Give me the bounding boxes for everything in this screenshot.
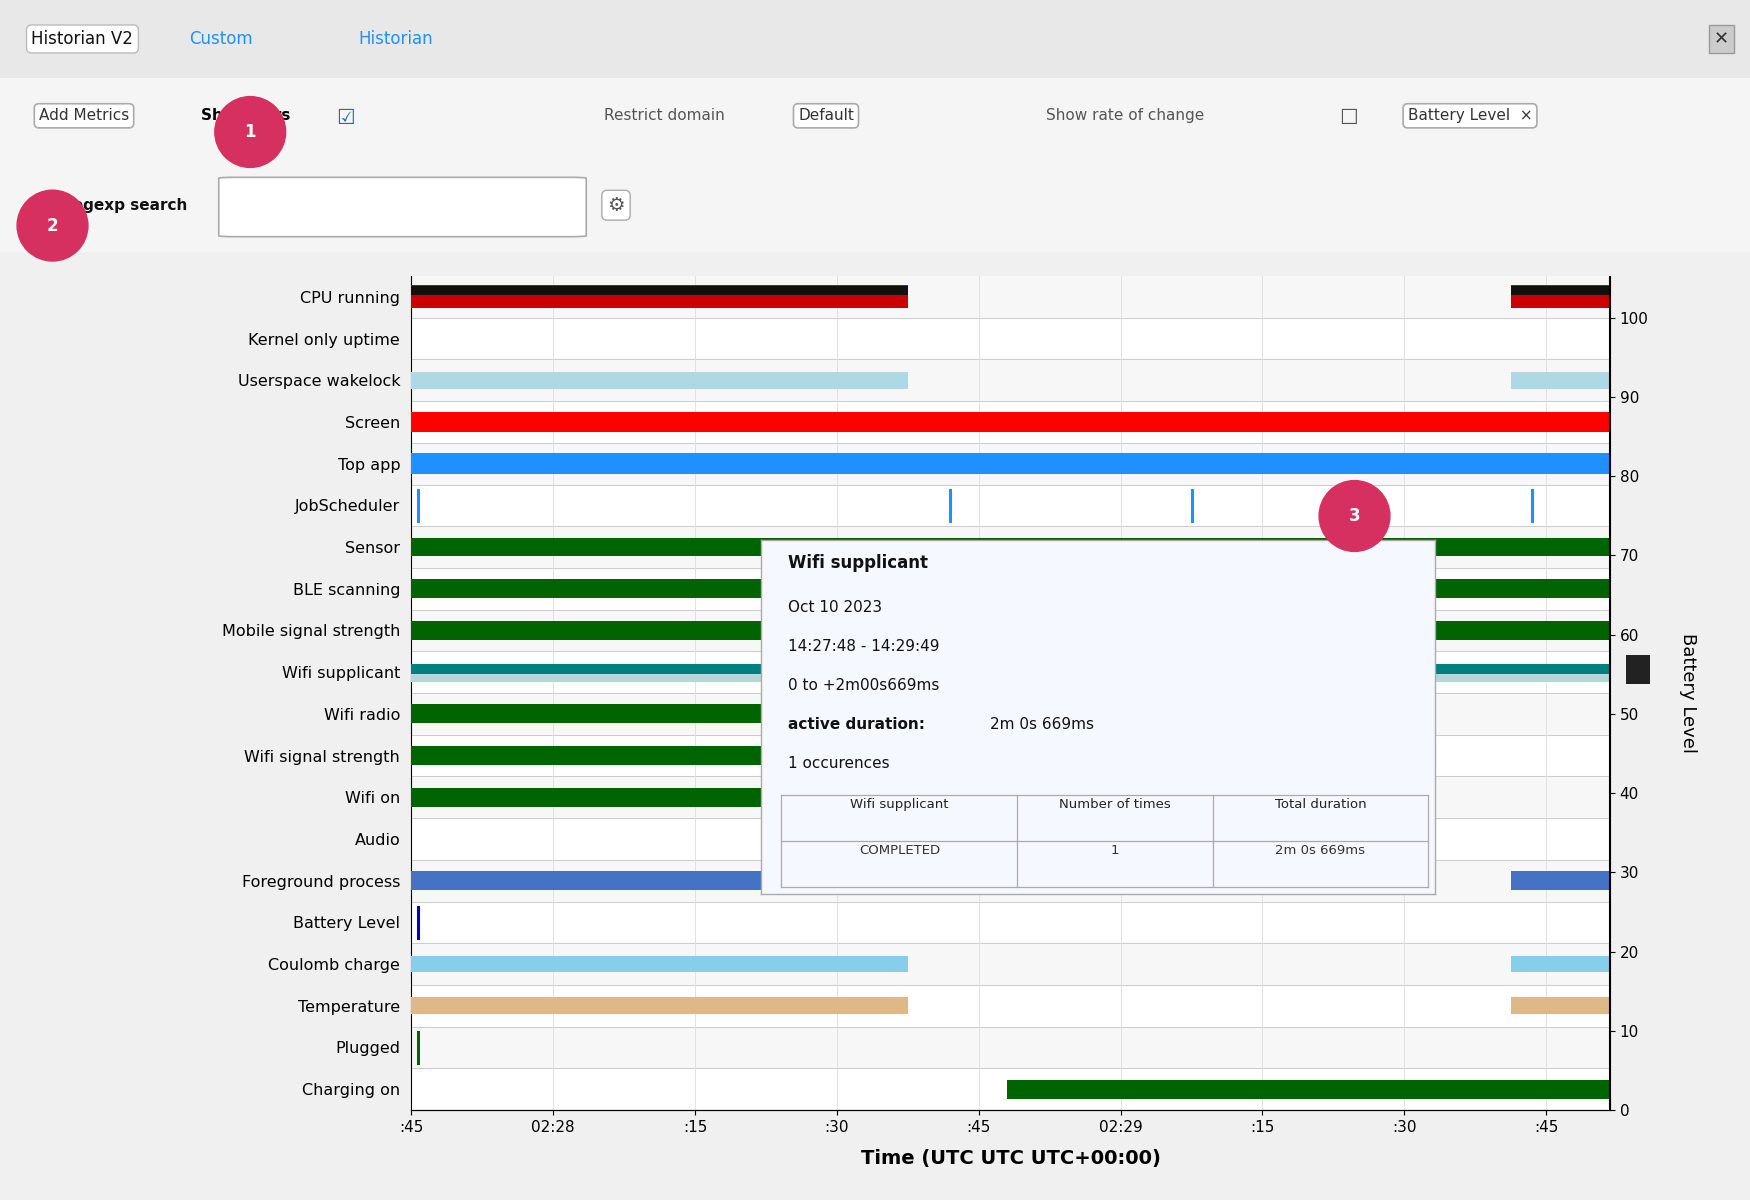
Bar (411, 622, 1610, 640)
Circle shape (18, 190, 88, 262)
Bar (411, 692, 1610, 734)
Bar (411, 1026, 1610, 1068)
Bar (411, 666, 1610, 682)
Bar (1006, 1080, 1610, 1098)
Text: Wifi supplicant: Wifi supplicant (788, 554, 928, 572)
Bar (411, 372, 908, 389)
Bar (411, 955, 908, 972)
Bar (411, 997, 908, 1014)
Bar (411, 276, 1610, 318)
Bar (1510, 871, 1610, 890)
Text: Battery Level  ×: Battery Level × (1407, 108, 1533, 124)
Circle shape (1320, 480, 1390, 552)
Bar (1510, 372, 1610, 389)
Bar (411, 788, 908, 806)
Text: Battery Level: between 100 and 100 (4864.00 and 4864.00 mAh): Battery Level: between 100 and 100 (4864… (730, 160, 1209, 175)
Text: Wifi supplicant: Wifi supplicant (850, 798, 949, 811)
Bar (1510, 286, 1610, 308)
FancyBboxPatch shape (219, 178, 586, 236)
Text: ☑: ☑ (336, 108, 355, 128)
Bar (411, 871, 908, 890)
Text: Number of times: Number of times (1059, 798, 1171, 811)
Text: 3: 3 (1349, 506, 1360, 526)
Text: 14:27:48 - 14:29:49: 14:27:48 - 14:29:49 (788, 640, 940, 654)
Text: 2m 0s 669ms: 2m 0s 669ms (990, 716, 1094, 732)
Text: Add Metrics: Add Metrics (38, 108, 130, 124)
Text: COMPLETED: COMPLETED (859, 845, 940, 858)
Text: Duration: 2m 0s 669ms, from 14:27:48 to 14:29:49: Duration: 2m 0s 669ms, from 14:27:48 to … (730, 215, 1106, 230)
Bar (411, 746, 908, 764)
Y-axis label: Battery Level: Battery Level (1680, 634, 1698, 754)
Text: Oct 10 2023: Oct 10 2023 (788, 600, 882, 616)
Text: Discharge rate: 0.00 % / hour (0.00 mA): Discharge rate: 0.00 % / hour (0.00 mA) (730, 187, 1024, 203)
X-axis label: Time (UTC UTC UTC+00:00): Time (UTC UTC UTC+00:00) (861, 1148, 1160, 1168)
Text: ⚙: ⚙ (607, 196, 625, 215)
Text: Default: Default (798, 108, 854, 124)
Text: Custom: Custom (189, 30, 252, 48)
Text: Total duration: Total duration (1274, 798, 1367, 811)
Text: 1: 1 (245, 122, 256, 140)
Bar (1510, 955, 1610, 972)
Text: ☐: ☐ (1339, 108, 1358, 128)
Bar (411, 859, 1610, 901)
Bar (1510, 997, 1610, 1014)
Circle shape (215, 96, 285, 168)
Bar (411, 580, 1610, 598)
Text: 1 occurences: 1 occurences (788, 756, 889, 770)
Bar (411, 359, 1610, 401)
Text: Show bars: Show bars (201, 108, 290, 124)
Bar (411, 776, 1610, 818)
Bar (411, 454, 1610, 474)
Bar (411, 538, 1610, 557)
Text: 2m 0s 669ms: 2m 0s 669ms (1276, 845, 1365, 858)
Bar (411, 526, 1610, 568)
Text: 1: 1 (1111, 845, 1120, 858)
Text: ✕: ✕ (1713, 30, 1729, 48)
Text: Regexp search: Regexp search (61, 198, 187, 212)
Bar (411, 704, 908, 724)
Text: Historian: Historian (359, 30, 434, 48)
Bar (411, 412, 1610, 432)
Text: Current time: 14:29:43: Current time: 14:29:43 (730, 132, 898, 148)
Bar (411, 664, 1610, 674)
Text: active duration:: active duration: (788, 716, 926, 732)
Bar (411, 443, 1610, 485)
Text: 0 to +2m00s669ms: 0 to +2m00s669ms (788, 678, 940, 694)
Text: Show rate of change: Show rate of change (1046, 108, 1204, 124)
Bar (411, 610, 1610, 652)
Text: 2: 2 (47, 216, 58, 234)
Bar (1510, 286, 1610, 295)
Bar (411, 943, 1610, 985)
Text: Restrict domain: Restrict domain (604, 108, 724, 124)
Bar (411, 286, 908, 308)
Text: Historian V2: Historian V2 (31, 30, 133, 48)
Bar (411, 286, 908, 295)
